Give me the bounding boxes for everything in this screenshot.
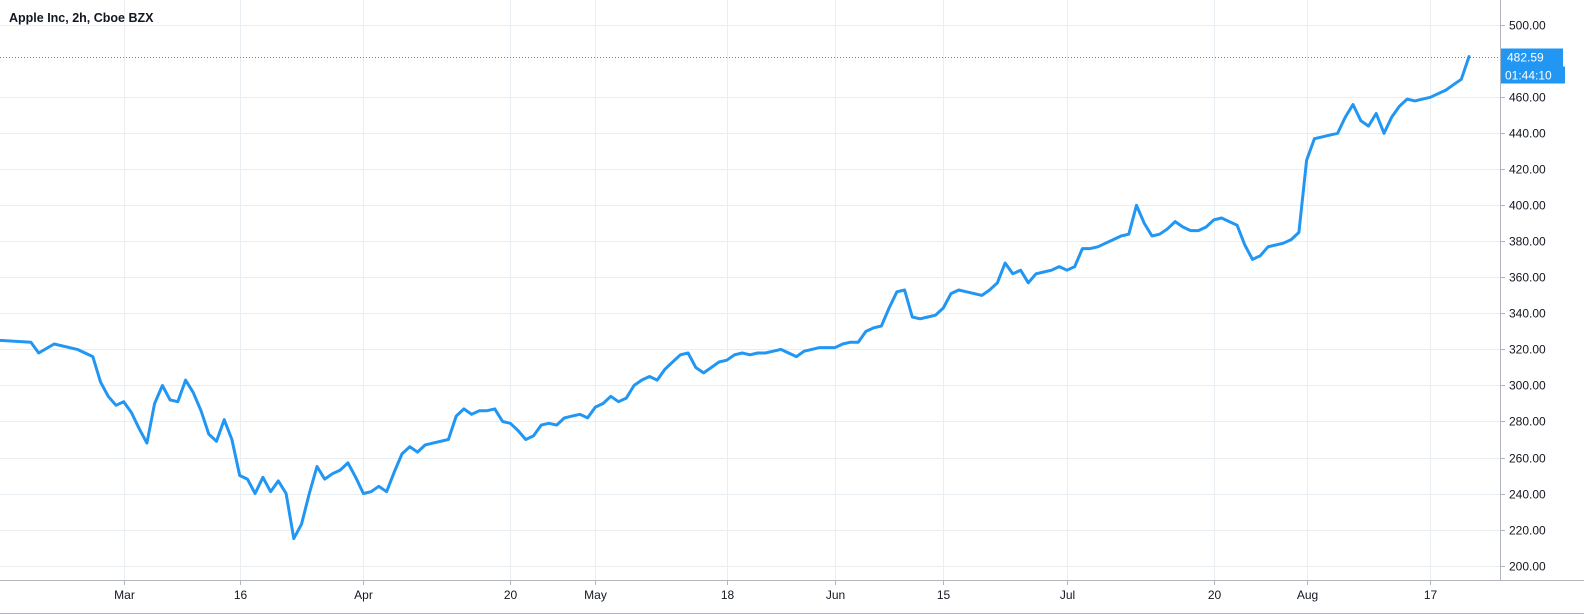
x-tick-label: 20 <box>1208 588 1222 602</box>
y-tick-label: 220.00 <box>1509 524 1546 538</box>
y-tick-label: 280.00 <box>1509 415 1546 429</box>
y-tick-label: 380.00 <box>1509 235 1546 249</box>
x-tick-label: May <box>584 588 607 602</box>
y-tick-label: 300.00 <box>1509 379 1546 393</box>
last-price-box <box>1501 48 1563 67</box>
price-series-line <box>0 55 1471 541</box>
y-tick-label: 200.00 <box>1509 560 1546 574</box>
y-tick-label: 240.00 <box>1509 488 1546 502</box>
countdown-box <box>1501 66 1565 84</box>
last-price-label: 482.59 01:44:10 <box>1501 48 1565 84</box>
x-tick-label: Aug <box>1297 588 1318 602</box>
countdown-value: 01:44:10 <box>1505 69 1552 83</box>
x-tick-label: Jun <box>826 588 845 602</box>
last-price-value: 482.59 <box>1507 51 1544 65</box>
chart-title: Apple Inc, 2h, Cboe BZX <box>9 11 154 25</box>
y-tick-label: 260.00 <box>1509 452 1546 466</box>
y-axis-ticks: 200.00 220.00 240.00 260.00 280.00 300.00 320.… <box>1500 19 1546 574</box>
x-tick-label: 15 <box>937 588 951 602</box>
y-tick-label: 460.00 <box>1509 91 1546 105</box>
y-tick-label: 500.00 <box>1509 19 1546 33</box>
y-tick-label: 440.00 <box>1509 127 1546 141</box>
y-tick-label: 340.00 <box>1509 307 1546 321</box>
grid <box>0 0 1500 580</box>
x-tick-label: Jul <box>1060 588 1075 602</box>
y-tick-label: 400.00 <box>1509 199 1546 213</box>
x-tick-label: 17 <box>1424 588 1438 602</box>
x-tick-label: 20 <box>504 588 518 602</box>
y-tick-label: 420.00 <box>1509 163 1546 177</box>
x-tick-label: Apr <box>354 588 373 602</box>
y-tick-label: 320.00 <box>1509 343 1546 357</box>
x-axis-ticks: Mar 16 Apr 20 May 18 Jun 15 Jul 20 Aug 17 <box>114 580 1437 602</box>
y-tick-label: 360.00 <box>1509 271 1546 285</box>
x-tick-label: 16 <box>234 588 248 602</box>
x-tick-label: 18 <box>721 588 735 602</box>
x-tick-label: Mar <box>114 588 135 602</box>
